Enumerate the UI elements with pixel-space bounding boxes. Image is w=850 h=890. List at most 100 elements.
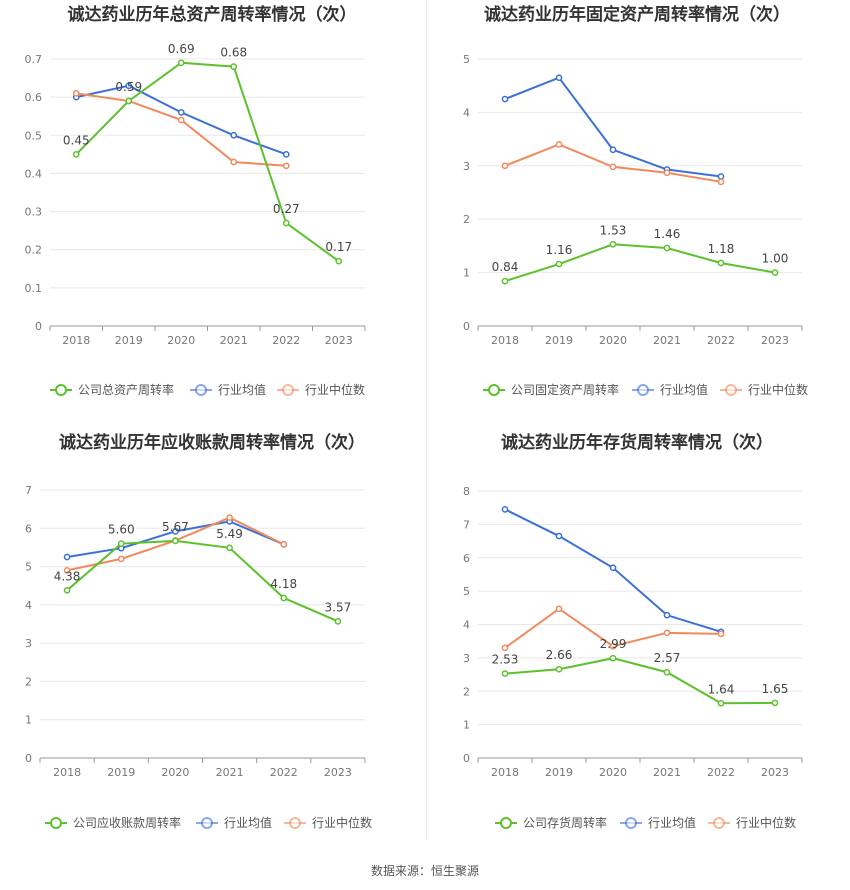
x-tick-label: 2020 <box>161 766 189 779</box>
data-point-company <box>501 670 509 677</box>
data-point-industry-median <box>177 116 185 124</box>
data-point-industry-avg <box>125 82 133 90</box>
y-tick-label: 4 <box>25 599 32 612</box>
y-tick-label: 6 <box>463 552 470 565</box>
data-point-company <box>663 668 671 676</box>
y-tick-label: 1 <box>463 719 470 732</box>
legend-label: 公司固定资产周转率 <box>511 382 619 397</box>
y-tick-label: 0.7 <box>25 53 43 66</box>
data-point-industry-median <box>663 629 671 637</box>
legend-label: 行业均值 <box>218 382 266 397</box>
legend-label: 公司总资产周转率 <box>78 382 174 397</box>
data-point-industry-avg <box>282 151 290 158</box>
chart-svg-3: 诚达药业历年存货周转率情况（次） 0 1 2 3 4 5 6 7 8 2018 2019 2020 202… <box>463 432 803 830</box>
data-point-company <box>771 269 779 276</box>
data-label: 1.46 <box>654 227 681 241</box>
data-point-industry-median <box>609 642 617 650</box>
y-tick-label: 2 <box>25 675 32 688</box>
y-tick-label: 0 <box>35 320 42 333</box>
data-point-industry-median <box>230 158 238 166</box>
data-point-industry-median <box>226 514 233 521</box>
data-source-note: 数据来源：恒生聚源 <box>370 864 479 878</box>
x-tick-label: 2018 <box>62 334 90 347</box>
data-point-industry-avg <box>501 95 509 103</box>
legend-marker <box>637 384 649 396</box>
data-label: 1.64 <box>708 682 735 696</box>
x-tick-label: 2022 <box>707 334 735 347</box>
legend-marker <box>488 384 500 396</box>
legend-marker <box>625 817 637 829</box>
y-tick-label: 5 <box>463 585 470 598</box>
data-point-industry-median <box>717 630 725 638</box>
data-point-industry-median <box>501 644 509 652</box>
y-tick-label: 6 <box>25 522 32 535</box>
data-point-company <box>609 654 617 662</box>
data-point-company <box>717 259 725 267</box>
data-point-industry-avg <box>717 173 725 180</box>
y-tick-label: 2 <box>463 213 470 226</box>
x-tick-label: 2021 <box>216 766 244 779</box>
data-label: 1.65 <box>762 682 789 696</box>
y-tick-label: 5 <box>25 561 32 574</box>
x-tick-label: 2023 <box>761 766 789 779</box>
y-tick-label: 4 <box>463 106 470 119</box>
data-label: 1.53 <box>600 223 627 237</box>
x-tick-label: 2019 <box>115 334 143 347</box>
series-line-industry-avg <box>504 76 722 178</box>
data-label: 0.68 <box>220 46 247 60</box>
data-point-company <box>771 699 779 707</box>
x-tick-label: 2019 <box>545 334 573 347</box>
data-point-industry-median <box>555 141 563 148</box>
data-label: 2.66 <box>546 648 573 662</box>
y-tick-label: 0 <box>463 320 470 333</box>
data-point-company <box>334 617 342 625</box>
data-point-industry-median <box>72 89 80 97</box>
series-line-company <box>504 243 776 283</box>
y-tick-label: 0.2 <box>25 244 43 257</box>
legend-label: 行业均值 <box>660 382 708 397</box>
data-point-company <box>226 544 233 552</box>
x-tick-label: 2020 <box>599 766 627 779</box>
legend-label: 行业中位数 <box>736 815 796 830</box>
data-label: 1.18 <box>708 242 735 256</box>
y-tick-label: 0.3 <box>25 206 43 219</box>
data-label: 5.60 <box>108 523 135 537</box>
chart-panel-receivables-turnover: 诚达药业历年应收账款周转率情况（次） 0 1 2 3 4 5 6 7 2018 2019 2020 20… <box>0 428 425 858</box>
x-tick-label: 2022 <box>272 334 300 347</box>
data-label: 0.17 <box>325 240 352 254</box>
legend-label: 行业均值 <box>648 815 696 830</box>
series-line-company <box>66 539 339 623</box>
data-point-company <box>172 537 179 545</box>
data-point-industry-median <box>609 163 617 171</box>
chart-svg-2: 诚达药业历年应收账款周转率情况（次） 0 1 2 3 4 5 6 7 2018 2019 2020 20… <box>25 432 372 830</box>
x-tick-label: 2018 <box>491 766 519 779</box>
data-point-industry-avg <box>172 527 179 535</box>
x-tick-label: 2021 <box>220 334 248 347</box>
x-tick-label: 2018 <box>491 334 519 347</box>
data-point-company <box>663 244 671 252</box>
data-point-company <box>63 586 71 594</box>
data-point-industry-avg <box>63 553 71 561</box>
data-point-industry-median <box>501 162 509 170</box>
chart-panel-fixed-asset-turnover: 诚达药业历年固定资产周转率情况（次） 0 1 2 3 4 5 2018 2019 2020 2021… <box>425 0 850 430</box>
y-tick-label: 1 <box>25 714 32 727</box>
panel-divider-vertical <box>426 0 427 840</box>
y-tick-label: 0.6 <box>25 91 43 104</box>
data-point-industry-median <box>282 162 290 170</box>
data-label: 2.53 <box>492 653 519 667</box>
y-tick-label: 3 <box>25 637 32 650</box>
legend-marker <box>500 817 512 829</box>
data-point-industry-avg <box>663 611 671 619</box>
series-line-company <box>75 61 340 262</box>
data-label: 4.38 <box>54 569 81 583</box>
data-label: 0.69 <box>168 42 195 56</box>
x-tick-label: 2023 <box>325 334 353 347</box>
data-point-industry-avg <box>555 532 563 540</box>
legend-marker <box>289 817 301 829</box>
y-tick-label: 4 <box>463 619 470 632</box>
chart-title: 诚达药业历年固定资产周转率情况（次） <box>484 4 790 25</box>
chart-svg-1: 诚达药业历年固定资产周转率情况（次） 0 1 2 3 4 5 2018 2019 2020 2021… <box>463 4 808 397</box>
data-point-company <box>609 240 617 248</box>
legend-marker <box>195 384 207 396</box>
data-point-company <box>335 257 343 265</box>
